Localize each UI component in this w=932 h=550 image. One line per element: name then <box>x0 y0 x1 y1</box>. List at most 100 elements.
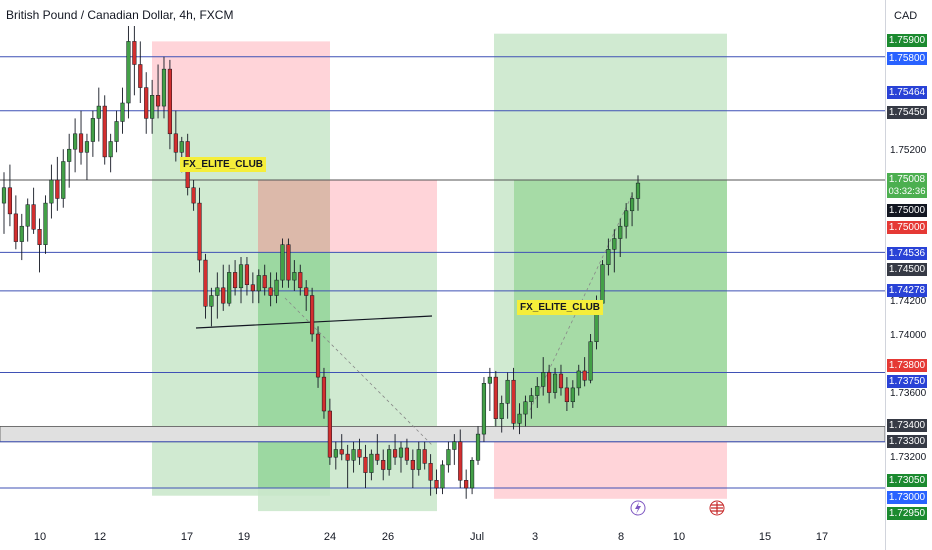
candle-body[interactable] <box>209 295 214 307</box>
candle-body[interactable] <box>292 272 297 281</box>
candle-body[interactable] <box>244 264 250 285</box>
candle-body[interactable] <box>19 225 24 242</box>
candle-body[interactable] <box>458 441 463 481</box>
price-tag[interactable]: 1.73400 <box>887 419 927 432</box>
candle-body[interactable] <box>102 105 107 158</box>
candle-body[interactable] <box>179 141 184 153</box>
candle-body[interactable] <box>535 386 540 396</box>
candle-body[interactable] <box>43 202 48 245</box>
annotation-label-2[interactable]: FX_ELITE_CLUB <box>517 300 604 315</box>
candle-body[interactable] <box>274 279 279 296</box>
candle-body[interactable] <box>547 372 552 393</box>
candle-body[interactable] <box>529 395 534 403</box>
candle-body[interactable] <box>558 373 564 389</box>
candle-body[interactable] <box>517 413 522 424</box>
candle-body[interactable] <box>227 272 232 304</box>
candle-body[interactable] <box>339 449 344 455</box>
candle-body[interactable] <box>1 187 7 204</box>
candle-body[interactable] <box>470 460 475 489</box>
candle-body[interactable] <box>191 187 196 204</box>
candle-body[interactable] <box>155 95 161 107</box>
candle-body[interactable] <box>310 295 315 335</box>
support-band[interactable] <box>0 425 886 443</box>
currency-label[interactable]: CAD <box>894 10 918 22</box>
candle-body[interactable] <box>487 376 492 384</box>
candle-body[interactable] <box>268 287 273 296</box>
candle-body[interactable] <box>635 182 641 199</box>
candle-body[interactable] <box>422 449 427 464</box>
price-tag[interactable]: 1.75900 <box>887 34 927 47</box>
long-position-1-stop-zone[interactable] <box>494 434 727 499</box>
candle-body[interactable] <box>363 456 368 473</box>
candle-body[interactable] <box>90 118 95 142</box>
candle-body[interactable] <box>7 187 13 215</box>
candle-body[interactable] <box>398 447 404 458</box>
candle-body[interactable] <box>434 480 439 489</box>
candle-body[interactable] <box>173 133 178 153</box>
candle-body[interactable] <box>505 379 510 404</box>
candle-body[interactable] <box>120 102 125 122</box>
candle-body[interactable] <box>232 272 238 289</box>
candle-body[interactable] <box>375 453 380 461</box>
price-tag[interactable]: 1.73750 <box>887 375 927 388</box>
candle-body[interactable] <box>416 449 421 470</box>
candle-body[interactable] <box>369 453 374 473</box>
candle-body[interactable] <box>250 284 255 292</box>
price-tag[interactable]: 1.74500 <box>887 263 927 276</box>
candle-body[interactable] <box>541 372 546 387</box>
candle-body[interactable] <box>511 379 516 424</box>
candle-body[interactable] <box>570 387 575 403</box>
candle-body[interactable] <box>582 370 587 381</box>
candle-body[interactable] <box>238 264 244 289</box>
candle-body[interactable] <box>73 133 78 150</box>
annotation-label-1[interactable]: FX_ELITE_CLUB <box>180 157 267 172</box>
price-tag[interactable]: 1.74536 <box>887 247 927 260</box>
candle-body[interactable] <box>588 341 593 381</box>
candle-body[interactable] <box>167 68 172 135</box>
candle-body[interactable] <box>138 64 143 88</box>
candle-body[interactable] <box>446 449 451 466</box>
candle-body[interactable] <box>618 225 623 239</box>
price-tag[interactable]: 1.75450 <box>887 106 927 119</box>
candle-body[interactable] <box>392 449 398 458</box>
price-tag[interactable]: 1.75464 <box>887 86 927 99</box>
candle-body[interactable] <box>25 204 30 227</box>
candle-body[interactable] <box>37 229 42 245</box>
candle-body[interactable] <box>321 376 327 412</box>
candle-body[interactable] <box>381 460 386 470</box>
candle-body[interactable] <box>404 447 410 461</box>
candle-body[interactable] <box>13 213 18 242</box>
candle-body[interactable] <box>61 161 66 199</box>
candle-body[interactable] <box>315 333 321 378</box>
candle-body[interactable] <box>262 275 267 289</box>
candle-body[interactable] <box>215 287 220 296</box>
candle-body[interactable] <box>523 401 528 415</box>
candle-body[interactable] <box>221 287 226 304</box>
candle-body[interactable] <box>345 453 350 461</box>
candle-body[interactable] <box>351 449 356 461</box>
candle-body[interactable] <box>481 383 487 435</box>
candle-body[interactable] <box>475 433 481 461</box>
price-tag[interactable]: 1.75800 <box>887 52 927 65</box>
candle-body[interactable] <box>600 264 605 304</box>
candle-body[interactable] <box>333 449 338 458</box>
short-position-1-stop-zone[interactable] <box>152 41 330 111</box>
candle-body[interactable] <box>144 87 149 119</box>
candle-body[interactable] <box>84 141 90 153</box>
candle-body[interactable] <box>132 41 137 65</box>
candle-body[interactable] <box>499 403 504 419</box>
candle-body[interactable] <box>108 141 113 158</box>
price-tag[interactable]: 1.73050 <box>887 474 927 487</box>
candle-body[interactable] <box>410 460 415 470</box>
candle-body[interactable] <box>606 249 611 265</box>
candle-body[interactable] <box>126 41 131 104</box>
candle-body[interactable] <box>280 244 285 281</box>
candle-body[interactable] <box>464 480 469 489</box>
price-tag[interactable]: 1.74278 <box>887 284 927 297</box>
candle-body[interactable] <box>552 373 558 393</box>
candle-body[interactable] <box>256 275 261 292</box>
candle-body[interactable] <box>387 449 392 470</box>
candle-body[interactable] <box>96 105 101 119</box>
candle-body[interactable] <box>298 272 303 289</box>
